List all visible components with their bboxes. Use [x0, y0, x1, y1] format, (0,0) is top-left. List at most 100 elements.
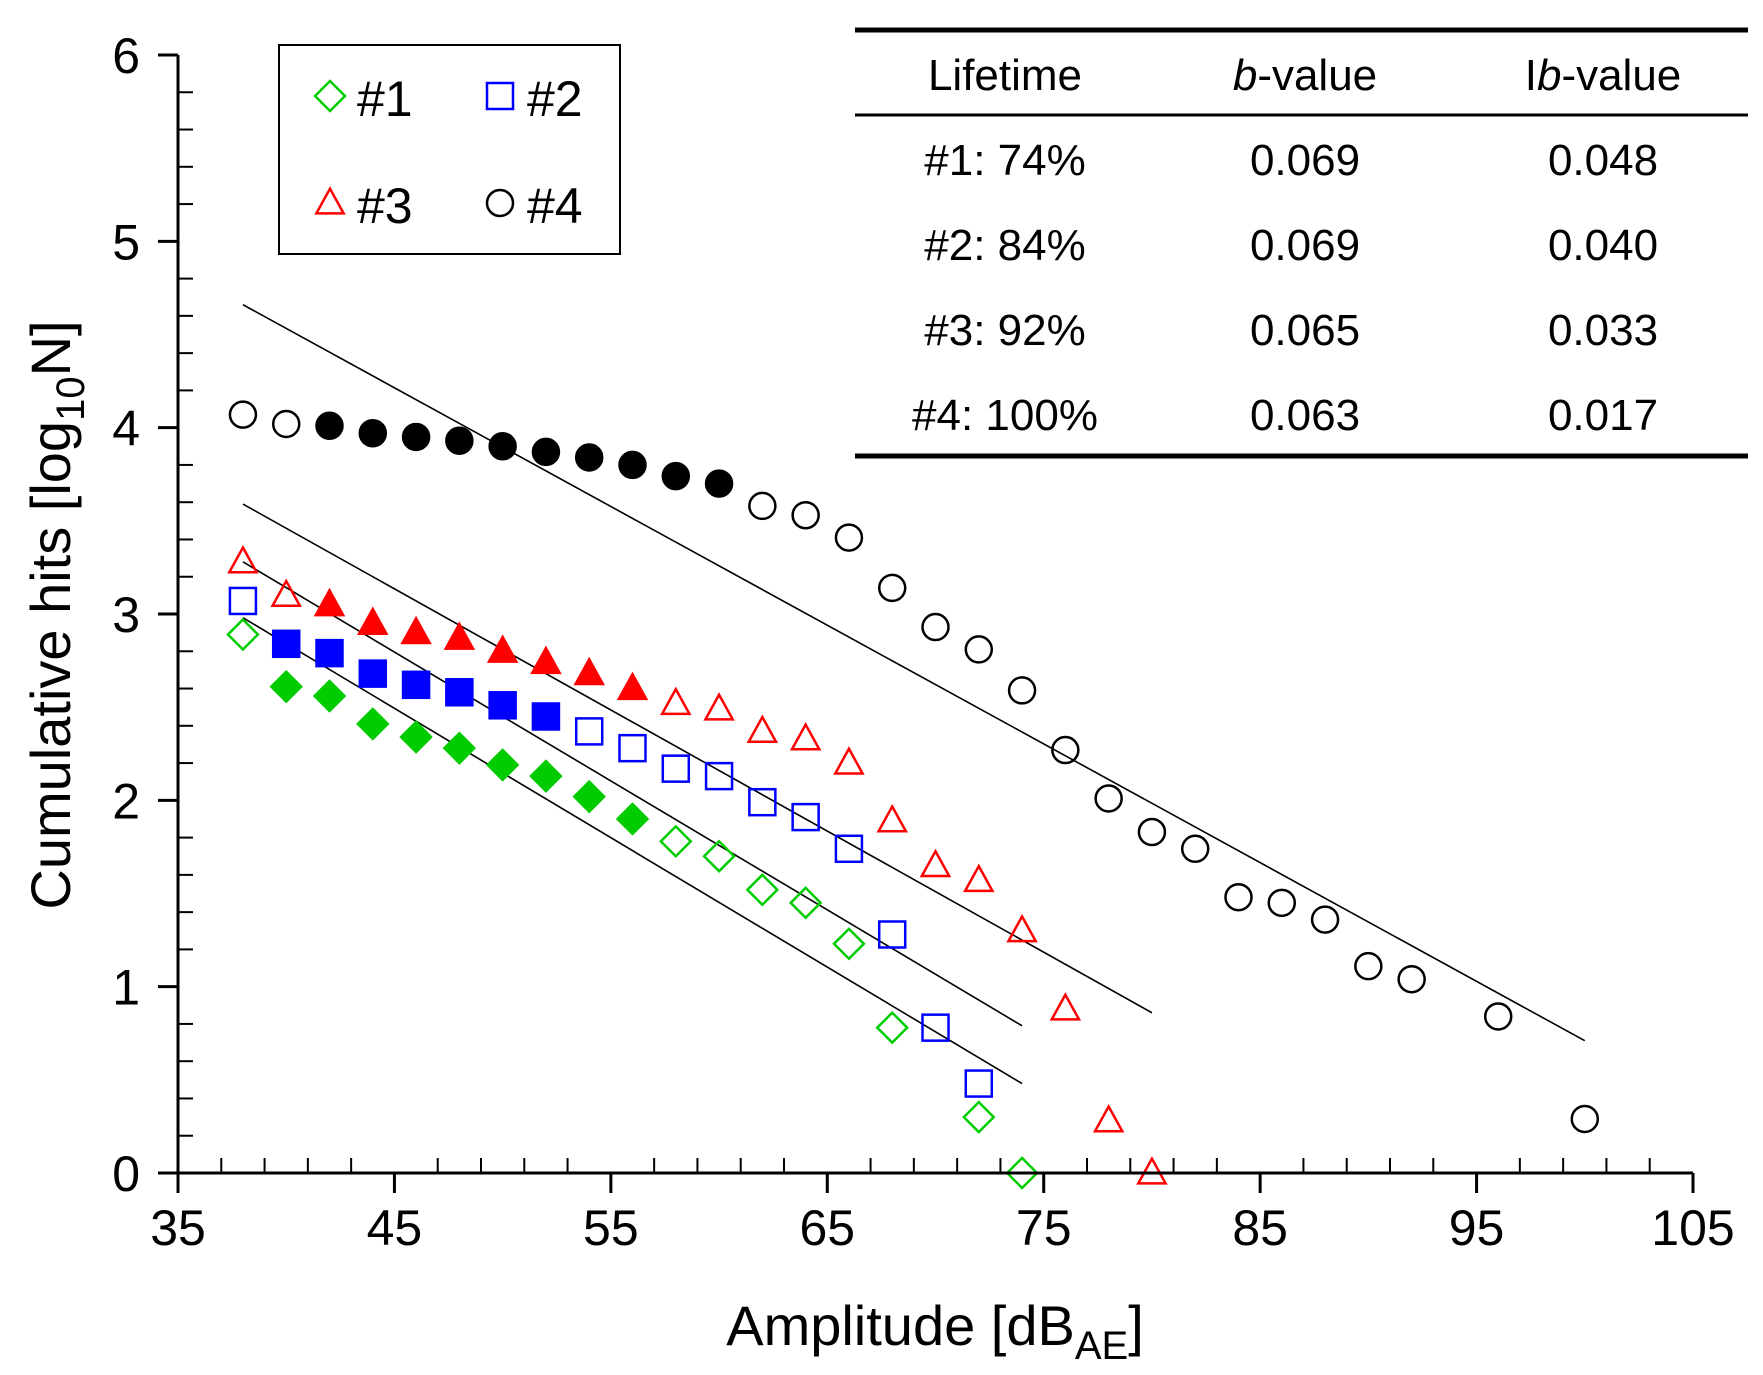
table-cell: 0.048	[1548, 136, 1658, 185]
x-tick-label: 45	[367, 1200, 423, 1256]
data-point	[660, 686, 692, 716]
data-point	[356, 707, 390, 741]
fit-line-series-3	[242, 503, 1153, 1014]
data-point	[313, 587, 346, 617]
data-point	[443, 621, 476, 650]
data-point	[834, 523, 864, 552]
data-point	[748, 787, 777, 817]
data-point	[962, 1100, 996, 1134]
data-point	[401, 422, 431, 452]
data-point	[1005, 1156, 1039, 1190]
data-point	[357, 606, 389, 635]
data-point	[1006, 913, 1038, 943]
x-tick-label: 65	[799, 1200, 855, 1256]
legend-marker	[313, 79, 347, 113]
data-point	[531, 437, 561, 467]
data-point	[877, 573, 907, 603]
data-point	[704, 761, 734, 791]
y-tick-label: 3	[112, 587, 140, 643]
data-point	[789, 721, 822, 751]
table-cell: 0.040	[1548, 221, 1658, 270]
series-2	[228, 586, 994, 1098]
series-3	[227, 544, 1168, 1185]
data-point	[574, 443, 604, 472]
legend-label: #3	[357, 178, 413, 234]
y-tick-label: 6	[112, 28, 140, 84]
data-point	[919, 848, 952, 878]
data-point	[748, 491, 777, 521]
data-point	[269, 669, 303, 704]
data-point	[400, 615, 432, 645]
data-point	[486, 634, 519, 663]
x-tick-label: 105	[1651, 1200, 1734, 1256]
data-point	[791, 802, 820, 832]
data-point	[271, 629, 301, 659]
data-point	[618, 733, 647, 763]
data-point	[315, 638, 344, 668]
legend: #1 #2 #3 #4	[278, 44, 621, 255]
data-point	[573, 656, 605, 686]
data-point	[661, 461, 691, 491]
data-point	[963, 863, 995, 893]
y-tick-label: 0	[112, 1146, 140, 1202]
data-point	[661, 754, 691, 783]
data-point	[834, 834, 864, 864]
data-point	[226, 617, 260, 652]
legend-label: #1	[357, 71, 413, 127]
data-point	[445, 678, 474, 707]
data-point	[1224, 882, 1253, 912]
data-point	[618, 450, 647, 480]
data-point	[745, 873, 780, 907]
data-point	[875, 1010, 909, 1045]
table-header: Lifetime	[928, 51, 1082, 100]
data-point	[832, 927, 866, 961]
table-cell: 0.063	[1250, 391, 1360, 440]
x-tick-label: 35	[150, 1200, 206, 1256]
table-cell: #3: 92%	[924, 306, 1085, 355]
table-header: b-value	[1233, 51, 1377, 100]
data-point	[1180, 834, 1210, 864]
legend-label: #2	[527, 71, 583, 127]
data-point	[921, 1013, 950, 1042]
data-point	[1310, 905, 1340, 934]
data-point	[529, 759, 563, 793]
data-point	[703, 692, 735, 721]
x-axis-label: Amplitude [dBAE]	[726, 1294, 1144, 1368]
data-point	[833, 746, 865, 775]
data-points	[226, 400, 1600, 1190]
x-tick-label: 75	[1016, 1200, 1072, 1256]
data-point	[445, 426, 474, 455]
data-point	[746, 714, 779, 744]
results-table: Lifetime b-value Ib-value #1: 74% 0.069 0.048…	[855, 27, 1748, 459]
data-point	[964, 635, 994, 664]
data-point	[1092, 1103, 1125, 1133]
regression-lines	[242, 303, 1586, 1085]
legend-label: #4	[527, 178, 583, 234]
series-1	[226, 617, 1039, 1190]
data-point	[358, 419, 388, 448]
data-point	[1354, 951, 1383, 981]
data-point	[1049, 992, 1082, 1021]
data-point	[877, 920, 907, 949]
data-point	[228, 400, 258, 429]
legend-marker	[485, 81, 515, 111]
data-point	[1094, 784, 1123, 813]
table-cell: 0.069	[1250, 136, 1360, 185]
data-point	[1136, 1156, 1168, 1185]
data-point	[615, 802, 650, 836]
x-ticks: 35 45 55 65 75 85 95 105	[150, 1158, 1735, 1256]
data-point	[399, 720, 433, 754]
fit-line-series-4	[242, 303, 1586, 1042]
data-point	[488, 691, 517, 720]
x-tick-label: 95	[1449, 1200, 1505, 1256]
table-cell: 0.033	[1548, 306, 1658, 355]
data-point	[1483, 1002, 1513, 1031]
data-point	[704, 469, 734, 498]
data-point	[788, 886, 823, 920]
table-header: Ib-value	[1525, 51, 1682, 100]
y-axis-label: Cumulative hits [log10N]	[19, 320, 93, 909]
data-point	[659, 824, 693, 859]
data-point	[271, 409, 301, 439]
data-point	[401, 670, 431, 700]
